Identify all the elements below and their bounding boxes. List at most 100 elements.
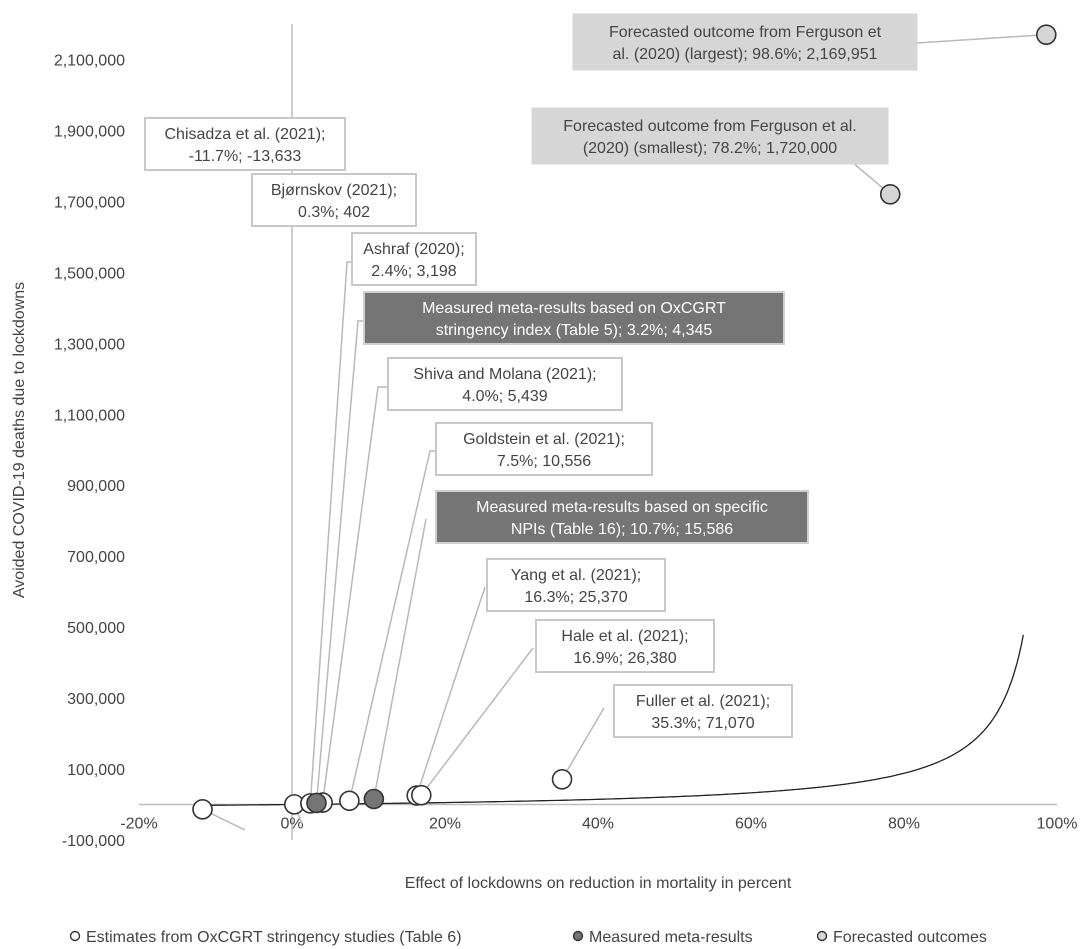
data-label-line: Bjørnskov (2021); bbox=[271, 182, 397, 199]
axes: -100,000 100,000 300,000 500,000 700,000 900,… bbox=[54, 24, 1078, 850]
data-point bbox=[879, 183, 901, 205]
legend-item: Measured meta-results bbox=[572, 929, 753, 946]
data-label: Measured meta-results based on specific N… bbox=[435, 490, 809, 544]
data-point bbox=[339, 790, 360, 812]
data-label-box bbox=[387, 357, 623, 411]
data-label-box bbox=[144, 117, 346, 171]
data-label-box bbox=[251, 173, 417, 227]
data-label-box bbox=[486, 558, 666, 612]
leader-line bbox=[916, 33, 1047, 44]
data-label-line: Yang et al. (2021); bbox=[511, 567, 641, 584]
y-tick-label: -100,000 bbox=[62, 833, 125, 850]
legend-marker bbox=[572, 930, 584, 942]
data-label-box bbox=[435, 422, 653, 476]
y-tick-label: 300,000 bbox=[67, 691, 125, 708]
legend-item: Forecasted outcomes bbox=[816, 929, 987, 946]
reference-curve bbox=[200, 634, 1024, 807]
data-label-line: Hale et al. (2021); bbox=[561, 628, 688, 645]
data-point bbox=[363, 788, 385, 810]
data-label-box bbox=[363, 291, 785, 345]
x-tick-label: 60% bbox=[735, 816, 767, 833]
data-label-line: NPIs (Table 16); 10.7%; 15,586 bbox=[511, 521, 733, 538]
leader-line bbox=[561, 707, 605, 780]
data-label: Chisadza et al. (2021); -11.7%; -13,633 bbox=[144, 117, 346, 171]
data-label-line: -11.7%; -13,633 bbox=[189, 148, 302, 165]
annotation-layer: Chisadza et al. (2021); -11.7%; -13,633 Bj… bbox=[144, 13, 918, 738]
data-label-line: Goldstein et al. (2021); bbox=[463, 431, 625, 448]
leader-line bbox=[420, 647, 534, 796]
data-label-box bbox=[613, 684, 793, 738]
data-label-box bbox=[572, 13, 918, 71]
data-point bbox=[1035, 24, 1057, 45]
data-label-line: 4.0%; 5,439 bbox=[462, 388, 548, 405]
data-label-line: 16.9%; 26,380 bbox=[573, 650, 676, 667]
y-tick-label: 500,000 bbox=[67, 620, 125, 637]
y-tick-label: 1,300,000 bbox=[54, 336, 125, 353]
y-tick-label: 700,000 bbox=[67, 549, 125, 566]
data-point bbox=[410, 784, 432, 806]
data-label: Hale et al. (2021); 16.9%; 26,380 bbox=[535, 619, 715, 673]
data-label-line: Forecasted outcome from Ferguson et al. bbox=[563, 118, 856, 135]
leader-line bbox=[415, 586, 486, 796]
x-axis-title: Effect of lockdowns on reduction in mort… bbox=[405, 875, 792, 892]
leader-line bbox=[321, 386, 388, 803]
data-label-line: Shiva and Molana (2021); bbox=[413, 366, 596, 383]
data-label-line: Forecasted outcome from Ferguson et bbox=[609, 24, 882, 41]
data-point bbox=[192, 799, 213, 820]
point-layer bbox=[192, 24, 1057, 820]
data-label-line: 7.5%; 10,556 bbox=[497, 453, 591, 470]
data-label: Forecasted outcome from Ferguson et al. (… bbox=[531, 107, 889, 165]
data-label: Bjørnskov (2021); 0.3%; 402 bbox=[251, 173, 417, 227]
data-label-line: 16.3%; 25,370 bbox=[524, 589, 627, 606]
data-point bbox=[551, 769, 573, 790]
y-tick-label: 100,000 bbox=[67, 762, 125, 779]
data-label-box bbox=[351, 232, 477, 286]
data-label: Measured meta-results based on OxCGRT str… bbox=[363, 291, 785, 345]
data-label-line: Measured meta-results based on specific bbox=[476, 499, 768, 516]
data-label: Shiva and Molana (2021); 4.0%; 5,439 bbox=[387, 357, 623, 411]
data-label-line: (2020) (smallest); 78.2%; 1,720,000 bbox=[583, 140, 837, 157]
y-tick-label: 1,100,000 bbox=[54, 407, 125, 424]
y-tick-label: 1,900,000 bbox=[54, 123, 125, 140]
legend: Estimates from OxCGRT stringency studies… bbox=[69, 929, 987, 946]
data-label: Ashraf (2020); 2.4%; 3,198 bbox=[351, 232, 477, 286]
x-tick-label: 0% bbox=[280, 816, 303, 833]
data-label-line: 35.3%; 71,070 bbox=[651, 715, 754, 732]
y-tick-label: 900,000 bbox=[67, 478, 125, 495]
y-tick-label: 1,700,000 bbox=[54, 194, 125, 211]
data-label-line: Fuller et al. (2021); bbox=[636, 693, 770, 710]
data-label-line: al. (2020) (largest); 98.6%; 2,169,951 bbox=[612, 46, 877, 63]
y-tick-label: 2,100,000 bbox=[54, 52, 125, 69]
leader-line bbox=[315, 320, 368, 804]
data-label-line: stringency index (Table 5); 3.2%; 4,345 bbox=[436, 322, 713, 339]
data-label: Forecasted outcome from Ferguson et al. (… bbox=[572, 13, 918, 71]
legend-label: Forecasted outcomes bbox=[833, 929, 987, 946]
legend-marker bbox=[69, 930, 81, 942]
data-label: Fuller et al. (2021); 35.3%; 71,070 bbox=[613, 684, 793, 738]
data-label-line: Chisadza et al. (2021); bbox=[165, 126, 326, 143]
legend-label: Measured meta-results bbox=[589, 929, 753, 946]
x-tick-label: 40% bbox=[582, 816, 614, 833]
data-label: Goldstein et al. (2021); 7.5%; 10,556 bbox=[435, 422, 653, 476]
data-label-box bbox=[435, 490, 809, 544]
legend-marker bbox=[816, 930, 828, 942]
legend-label: Estimates from OxCGRT stringency studies… bbox=[86, 929, 462, 946]
data-label-line: Measured meta-results based on OxCGRT bbox=[422, 300, 726, 317]
data-label-line: 2.4%; 3,198 bbox=[371, 263, 457, 280]
data-label-line: 0.3%; 402 bbox=[298, 204, 370, 221]
data-label-box bbox=[535, 619, 715, 673]
data-label-box bbox=[531, 107, 889, 165]
y-axis-title: Avoided COVID-19 deaths due to lockdowns bbox=[11, 282, 28, 598]
x-tick-label: 80% bbox=[888, 816, 920, 833]
x-tick-label: 100% bbox=[1037, 816, 1078, 833]
data-label-line: Ashraf (2020); bbox=[363, 241, 464, 258]
data-label: Yang et al. (2021); 16.3%; 25,370 bbox=[486, 558, 666, 612]
curve-layer bbox=[200, 634, 1024, 807]
x-tick-label: -20% bbox=[120, 816, 157, 833]
legend-item: Estimates from OxCGRT stringency studies… bbox=[69, 929, 462, 946]
data-point bbox=[306, 792, 327, 814]
leader-line bbox=[373, 518, 427, 800]
y-tick-label: 1,500,000 bbox=[54, 265, 125, 282]
x-tick-label: 20% bbox=[429, 816, 461, 833]
